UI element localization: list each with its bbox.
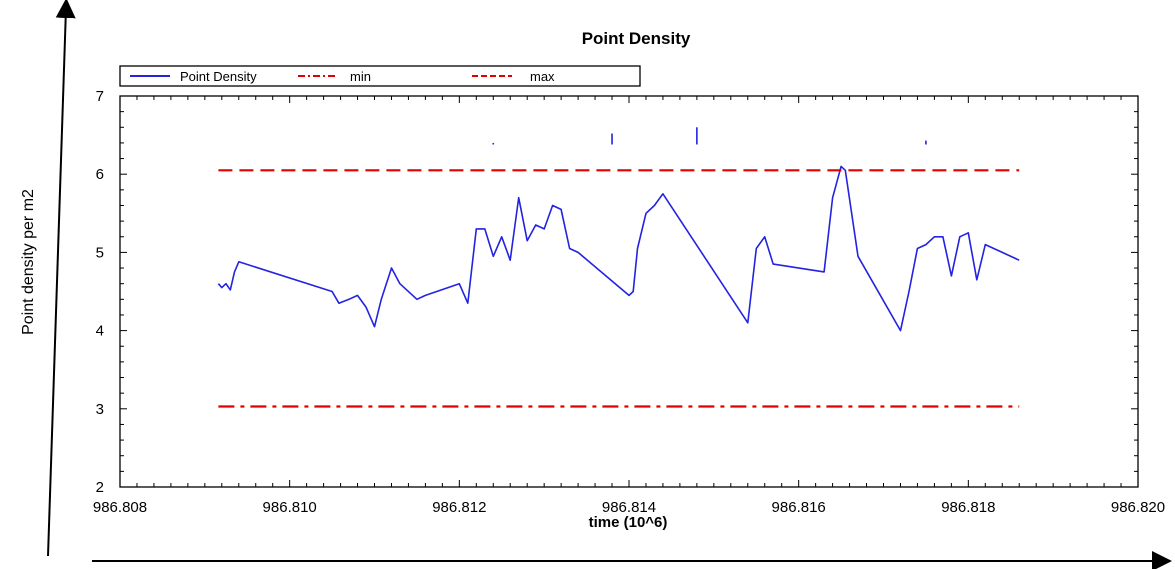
legend: Point Density min max [119, 65, 641, 87]
y-axis-label: Point density per m2 [20, 189, 37, 335]
legend-label-point-density: Point Density [180, 69, 257, 84]
legend-label-min: min [350, 69, 371, 84]
legend-label-max: max [530, 69, 555, 84]
chart-title: Point Density [582, 29, 691, 48]
x-tick-label: 986.812 [432, 499, 486, 516]
series-layer [217, 127, 1020, 408]
y-tick-label: 5 [96, 244, 104, 261]
vertical-arrow [47, 0, 76, 557]
y-tick-label: 6 [96, 166, 104, 183]
x-tick-label: 986.820 [1111, 499, 1165, 516]
x-tick-label: 986.818 [941, 499, 995, 516]
x-axis-label: time (10^6) [589, 514, 668, 531]
x-tick-label: 986.810 [263, 499, 317, 516]
y-tick-label: 4 [96, 323, 104, 340]
x-tick-label: 986.816 [772, 499, 826, 516]
y-tick-label: 7 [96, 88, 104, 105]
x-tick-label: 986.808 [93, 499, 147, 516]
series-line-point-density [217, 165, 1020, 332]
x-tick-label: 986.814 [602, 499, 656, 516]
axis-ticks [119, 95, 1139, 488]
plot-area [119, 95, 1139, 488]
y-tick-label: 2 [96, 479, 104, 496]
axis-tick-labels: 986.808 986.810 986.812 986.814 986.816 986.8… [93, 88, 1165, 516]
legend-box [119, 65, 641, 87]
y-tick-label: 3 [96, 401, 104, 418]
